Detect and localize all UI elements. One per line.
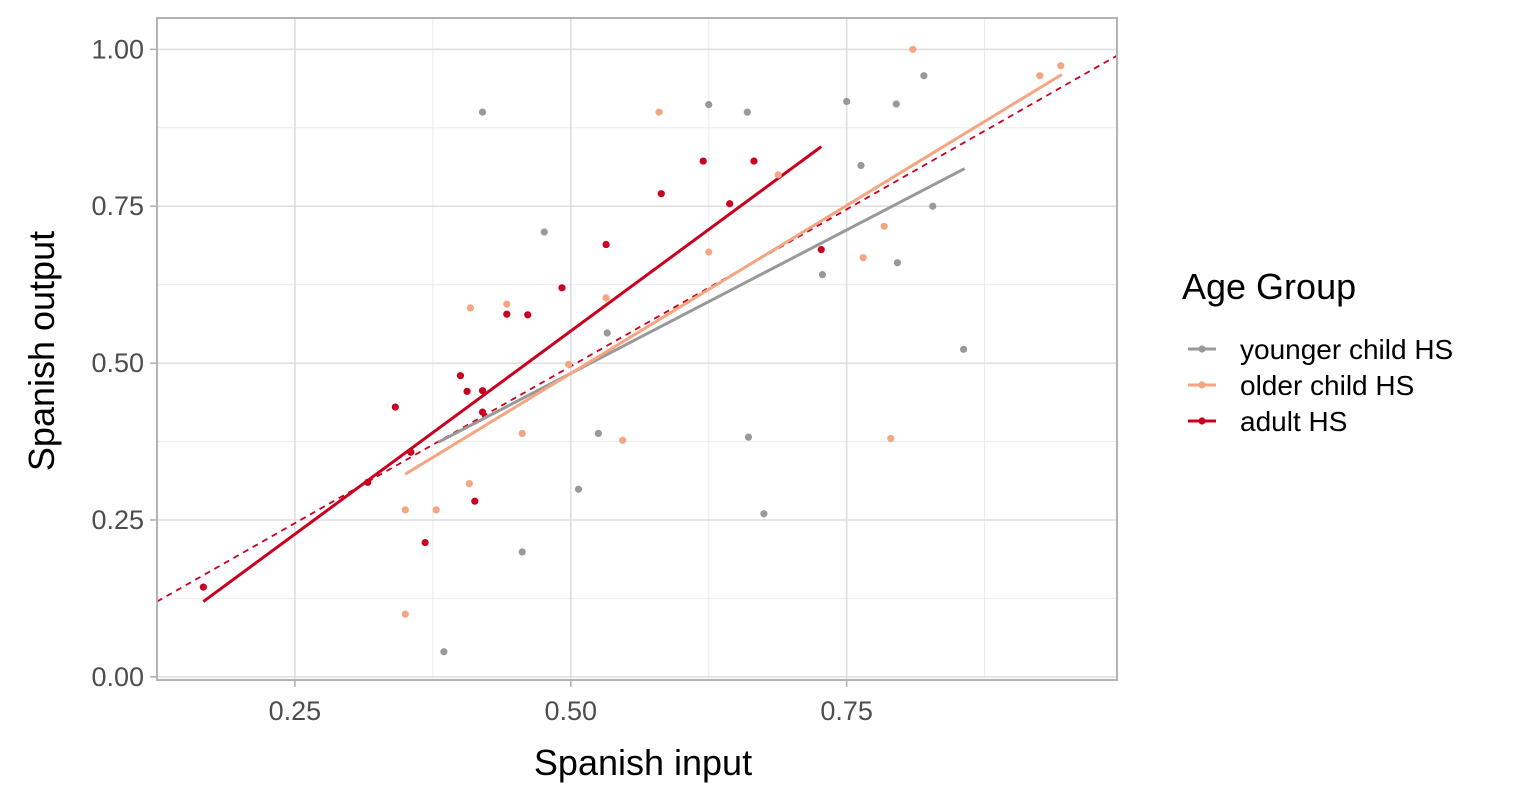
- legend-key-point: [1198, 381, 1206, 389]
- data-point-series-1: [619, 436, 627, 444]
- legend-key-point: [1198, 417, 1206, 425]
- x-axis-ticks: 0.25 0.50 0.75: [269, 680, 873, 726]
- data-point-series-2: [699, 157, 707, 165]
- data-point-series-0: [603, 329, 611, 337]
- x-tick-label: 0.50: [545, 696, 598, 726]
- data-point-series-1: [880, 222, 888, 230]
- reference-line-layer: [156, 54, 1118, 603]
- data-point-series-2: [421, 538, 429, 547]
- data-point-series-2: [503, 310, 511, 318]
- data-point-series-0: [540, 228, 548, 236]
- legend: Age Group younger child HS older child HS…: [1182, 266, 1453, 437]
- data-point-series-1: [466, 304, 474, 312]
- data-point-series-0: [818, 271, 826, 279]
- panel-border: [156, 17, 1118, 681]
- fit-line-series-2: [202, 145, 823, 603]
- data-point-series-1: [602, 294, 610, 302]
- data-point-series-0: [440, 648, 448, 656]
- legend-label: younger child HS: [1240, 334, 1453, 365]
- data-point-series-2: [478, 408, 487, 416]
- data-point-series-2: [657, 190, 665, 198]
- data-point-series-1: [432, 506, 440, 514]
- data-point-series-2: [602, 240, 610, 249]
- data-point-series-2: [558, 284, 566, 292]
- data-point-series-2: [471, 497, 479, 505]
- data-point-series-0: [929, 202, 937, 210]
- data-point-series-1: [1036, 72, 1044, 80]
- data-point-series-1: [859, 254, 867, 262]
- data-point-series-2: [391, 403, 399, 411]
- data-point-series-1: [1057, 62, 1065, 70]
- data-point-series-1: [465, 479, 473, 488]
- y-tick-label: 0.25: [91, 505, 144, 535]
- data-point-series-1: [401, 506, 409, 514]
- data-point-series-1: [655, 108, 663, 116]
- data-point-series-0: [478, 108, 487, 116]
- data-point-series-0: [574, 485, 583, 493]
- legend-items: younger child HS older child HS adult HS: [1188, 334, 1453, 437]
- data-point-series-0: [857, 161, 865, 170]
- data-point-series-0: [744, 433, 753, 441]
- y-tick-label: 1.00: [91, 34, 144, 64]
- data-point-series-1: [564, 360, 573, 368]
- x-tick-label: 0.25: [269, 696, 322, 726]
- data-point-series-2: [524, 311, 532, 319]
- data-point-series-0: [743, 108, 751, 116]
- grid-lines: [157, 18, 1117, 680]
- data-point-series-0: [892, 100, 900, 108]
- data-point-series-0: [594, 429, 602, 437]
- data-point-series-1: [401, 610, 409, 618]
- data-point-series-1: [705, 248, 713, 256]
- data-point-series-2: [463, 387, 471, 395]
- fit-line-series-0: [437, 167, 966, 444]
- data-point-series-0: [518, 548, 526, 556]
- data-point-series-2: [364, 478, 372, 486]
- data-point-series-0: [705, 100, 713, 109]
- legend-label: adult HS: [1240, 406, 1347, 437]
- data-point-series-1: [503, 300, 511, 308]
- fit-lines-layer: [202, 73, 1063, 603]
- legend-key-point: [1198, 345, 1206, 353]
- data-point-series-1: [887, 434, 895, 443]
- data-point-series-1: [909, 45, 917, 53]
- data-point-series-0: [760, 510, 768, 518]
- legend-label: older child HS: [1240, 370, 1414, 401]
- y-axis-title: Spanish output: [21, 231, 62, 471]
- x-axis-title: Spanish input: [534, 742, 752, 783]
- x-tick-label: 0.75: [820, 696, 873, 726]
- data-point-series-0: [893, 259, 902, 267]
- data-point-series-2: [726, 200, 734, 208]
- points-layer: [199, 45, 1065, 656]
- data-point-series-0: [843, 97, 851, 106]
- data-point-series-2: [750, 157, 758, 165]
- data-point-series-0: [960, 345, 968, 353]
- fit-line-series-1: [404, 73, 1063, 476]
- data-point-series-2: [478, 387, 487, 395]
- y-tick-label: 0.50: [91, 348, 144, 378]
- data-point-series-2: [199, 583, 207, 591]
- reference-line: [156, 54, 1118, 603]
- data-point-series-2: [456, 372, 465, 380]
- legend-title: Age Group: [1182, 266, 1356, 307]
- y-tick-label: 0.75: [91, 191, 144, 221]
- y-axis-ticks: 0.00 0.25 0.50 0.75 1.00: [91, 34, 157, 692]
- data-point-series-2: [817, 245, 825, 254]
- data-point-series-2: [407, 448, 415, 456]
- y-tick-label: 0.00: [91, 662, 144, 692]
- data-point-series-0: [920, 72, 928, 80]
- data-point-series-1: [774, 171, 782, 179]
- data-point-series-1: [518, 429, 526, 437]
